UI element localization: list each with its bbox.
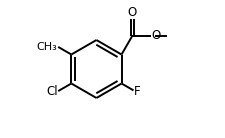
Text: O: O	[151, 30, 160, 43]
Text: O: O	[127, 6, 136, 19]
Text: CH₃: CH₃	[37, 42, 57, 51]
Text: F: F	[134, 85, 140, 98]
Text: Cl: Cl	[46, 85, 57, 98]
